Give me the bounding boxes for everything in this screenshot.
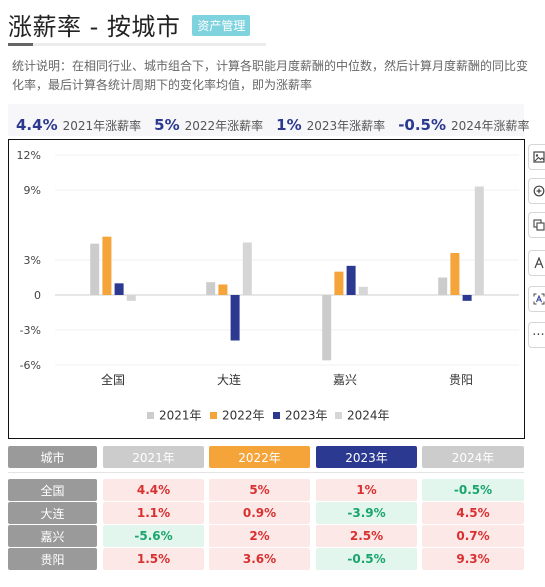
bar	[102, 236, 112, 295]
bar	[206, 282, 216, 295]
table-header-2022: 2022年	[209, 446, 310, 468]
y-tick-label: 0	[34, 289, 41, 302]
y-tick-label: -3%	[20, 324, 41, 337]
table-header-city: 城市	[8, 446, 97, 468]
summary-label-2023: 2023年涨薪率	[306, 119, 386, 133]
legend-label: 2021年	[159, 409, 202, 423]
table-value-cell: -0.5%	[316, 548, 417, 570]
bar	[126, 295, 136, 301]
table-city-cell: 贵阳	[8, 548, 97, 570]
summary-background	[8, 104, 524, 136]
table-separator	[8, 472, 524, 473]
bar	[90, 243, 100, 295]
table-value-cell: 3.6%	[209, 548, 310, 570]
y-tick-label: 9%	[24, 184, 41, 197]
summary-value-2021: 4.4%	[16, 116, 58, 134]
bar	[462, 295, 472, 301]
summary-value-2024: -0.5%	[398, 116, 447, 134]
bar	[358, 286, 368, 295]
more-icon[interactable]: ···	[528, 322, 545, 348]
summary-label-2022: 2022年涨薪率	[184, 119, 264, 133]
table-value-cell: 1.1%	[103, 502, 204, 524]
scan-text-icon[interactable]	[528, 286, 545, 312]
image-icon[interactable]	[528, 144, 545, 170]
legend-swatch	[147, 412, 154, 419]
title-row: 涨薪率 - 按城市 资产管理	[8, 8, 251, 41]
table-value-cell: 9.3%	[422, 548, 524, 570]
bar	[242, 242, 252, 295]
table-header-2024: 2024年	[422, 446, 524, 468]
x-tick-label: 全国	[101, 372, 125, 387]
table-value-cell: 2%	[209, 525, 310, 547]
bar	[230, 295, 240, 341]
summary-value-2022: 5%	[154, 116, 180, 134]
x-tick-label: 贵阳	[449, 373, 473, 387]
summary-value-2023: 1%	[276, 116, 302, 134]
bar	[218, 284, 228, 295]
bar	[322, 295, 332, 361]
bar	[450, 253, 460, 295]
bar-chart: 12% 9% 3% 0 -3% -6% 全国 大连 嘉兴 贵阳 2021年 2022年 2023年 202…	[17, 149, 519, 423]
legend-swatch	[210, 412, 217, 419]
table-value-cell: 4.5%	[422, 502, 524, 524]
table-value-cell: 5%	[209, 479, 310, 501]
table-value-cell: -0.5%	[422, 479, 524, 501]
summary-label-2021: 2021年涨薪率	[62, 119, 142, 133]
table-value-cell: 0.9%	[209, 502, 310, 524]
zoom-in-icon[interactable]	[528, 178, 545, 204]
page-title: 涨薪率 - 按城市	[8, 12, 181, 41]
legend-swatch	[335, 412, 342, 419]
bar	[114, 283, 124, 295]
industry-tag[interactable]: 资产管理	[192, 14, 251, 36]
title-underline	[8, 43, 266, 46]
table-value-cell: 4.4%	[103, 479, 204, 501]
chart-container: 12% 9% 3% 0 -3% -6% 全国 大连 嘉兴 贵阳 2021年 2022年 2023年 202…	[8, 139, 525, 439]
table-value-cell: -3.9%	[316, 502, 417, 524]
table-city-cell: 嘉兴	[8, 525, 97, 547]
x-tick-label: 嘉兴	[333, 373, 357, 387]
table-header-2021: 2021年	[103, 446, 204, 468]
legend-label: 2023年	[285, 409, 328, 423]
table-value-cell: 1%	[316, 479, 417, 501]
bar	[438, 277, 448, 295]
bar	[474, 186, 484, 295]
bar	[346, 265, 356, 295]
text-icon[interactable]	[528, 250, 545, 276]
bar	[334, 271, 344, 295]
legend-label: 2024年	[347, 409, 390, 423]
copy-icon[interactable]	[528, 212, 545, 238]
table-value-cell: 2.5%	[316, 525, 417, 547]
x-tick-label: 大连	[217, 372, 241, 387]
table-value-cell: -5.6%	[103, 525, 204, 547]
y-tick-label: 3%	[24, 254, 41, 267]
summary-label-2024: 2024年涨薪率	[451, 119, 530, 133]
legend-label: 2022年	[222, 409, 265, 423]
table-city-cell: 大连	[8, 502, 97, 524]
legend-swatch	[273, 412, 280, 419]
description-text: 统计说明：在相同行业、城市组合下，计算各职能月度薪酬的中位数，然后计算月度薪酬的…	[12, 59, 529, 92]
y-tick-label: 12%	[17, 149, 41, 162]
y-tick-label: -6%	[20, 359, 41, 372]
table-city-cell: 全国	[8, 479, 97, 501]
table-value-cell: 0.7%	[422, 525, 524, 547]
summary-row: 4.4% 2021年涨薪率 5% 2022年涨薪率 1% 2023年涨薪率 -0…	[16, 116, 543, 136]
table-value-cell: 1.5%	[103, 548, 204, 570]
table-header-2023: 2023年	[316, 446, 417, 468]
